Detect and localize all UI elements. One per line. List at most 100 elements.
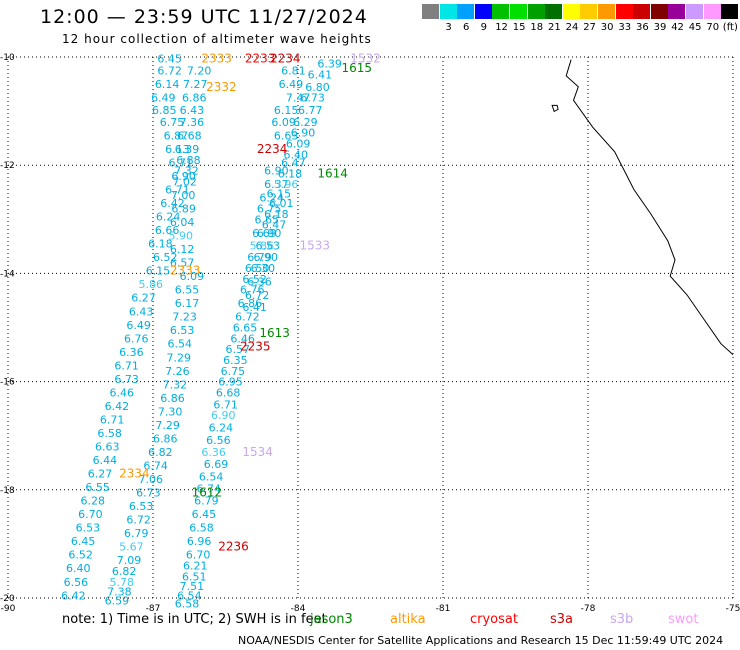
wave-height-value: 6.42 — [160, 197, 185, 210]
pass-time-label: 2333 — [201, 52, 232, 66]
wave-height-value: 7.47 — [286, 92, 311, 105]
wave-height-value: 6.46 — [230, 332, 255, 345]
scale-label: 21 — [548, 22, 561, 33]
wave-height-value: 6.13 — [165, 143, 190, 156]
wave-height-value: 6.36 — [247, 276, 272, 289]
scale-swatch — [668, 4, 686, 19]
wave-height-value: 6.73 — [136, 487, 161, 500]
wave-height-value: 6.42 — [61, 589, 86, 602]
wave-height-value: 6.68 — [177, 129, 202, 142]
wave-height-value: 6.75 — [257, 202, 282, 215]
map-subtitle: 12 hour collection of altimeter wave hei… — [62, 32, 372, 46]
wave-height-value: 6.12 — [170, 243, 195, 256]
scale-swatch — [615, 4, 633, 19]
wave-height-value: 6.49 — [279, 78, 304, 91]
scale-swatch — [527, 4, 545, 19]
wave-height-value: 7.32 — [174, 165, 199, 178]
wave-height-value: 6.58 — [97, 427, 122, 440]
wave-height-value: 6.53 — [76, 522, 101, 535]
wave-height-value: 7.20 — [187, 65, 212, 78]
wave-height-value: 6.24 — [259, 192, 284, 205]
pass-time-label: 2235 — [240, 339, 271, 353]
wave-height-value: 6.75 — [160, 116, 185, 129]
pass-time-label: 2233 — [245, 52, 276, 66]
wave-height-value: 6.96 — [187, 535, 212, 548]
scale-label: 9 — [480, 22, 487, 33]
wave-height-value: 6.28 — [81, 495, 106, 508]
wave-height-value: 6.15 — [267, 187, 292, 200]
mission-swot: swot — [668, 612, 699, 627]
wave-height-value: 6.76 — [240, 284, 265, 297]
scale-label: 3 — [445, 22, 452, 33]
wave-height-value: 6.71 — [165, 184, 190, 197]
wave-height-value: 7.26 — [165, 365, 190, 378]
wave-height-value: 6.72 — [245, 289, 269, 302]
wave-height-value: 6.21 — [183, 560, 208, 573]
wave-height-value: 6.43 — [180, 104, 205, 117]
wave-height-value: 6.63 — [95, 441, 120, 454]
wave-height-value: 6.59 — [105, 595, 129, 608]
wave-height-value: 6.42 — [105, 400, 129, 413]
wave-height-value: 6.24 — [156, 211, 181, 224]
wave-height-value: 6.14 — [155, 78, 180, 91]
legend-note: note: 1) Time is in UTC; 2) SWH is in fe… — [62, 612, 327, 627]
wave-height-value: 6.40 — [66, 562, 91, 575]
scale-unit: (ft) — [722, 22, 738, 33]
scale-swatch — [545, 4, 563, 19]
wave-height-value: 5.86 — [139, 278, 164, 291]
wave-height-value: 6.40 — [284, 148, 309, 161]
wave-height-value: 6.72 — [235, 311, 260, 324]
scale-label: 45 — [688, 22, 702, 33]
wave-height-value: 7.36 — [180, 116, 205, 129]
wave-height-value: 6.73 — [300, 92, 325, 105]
wave-height-value: 7.51 — [180, 580, 205, 593]
wave-height-value: 6.90 — [264, 165, 289, 178]
wave-height-value: 6.49 — [126, 319, 150, 332]
mission-jason3: jason3 — [310, 612, 353, 627]
wave-height-value: 6.86 — [182, 92, 207, 105]
wave-height-value: 7.02 — [172, 175, 197, 188]
scale-swatch — [510, 4, 527, 19]
wave-height-value: 6.37 — [264, 178, 289, 191]
wave-height-value: 6.27 — [131, 292, 156, 305]
wave-height-value: 6.54 — [177, 589, 202, 602]
wave-height-value: 6.75 — [221, 365, 246, 378]
wave-height-value: 6.54 — [199, 470, 224, 483]
scale-label: 70 — [706, 22, 720, 33]
wave-height-value: 6.39 — [317, 57, 342, 70]
wave-height-value: 6.50 — [245, 262, 269, 275]
wave-height-value: 6.17 — [175, 297, 200, 310]
wave-height-value: 6.66 — [155, 224, 180, 237]
lon-tick-label: -78 — [581, 604, 596, 614]
wave-height-value: 6.51 — [182, 570, 207, 583]
wave-height-value: 6.04 — [170, 216, 195, 229]
wave-height-value: 6.53 — [255, 239, 280, 252]
scale-swatch — [422, 4, 439, 19]
scale-label: 6 — [463, 22, 470, 33]
scale-swatch — [686, 4, 703, 19]
wave-height-value: 6.55 — [85, 481, 110, 494]
wave-height-value: 6.39 — [175, 143, 200, 156]
wave-height-value: 6.71 — [213, 398, 238, 411]
wave-height-value: 6.86 — [238, 297, 262, 310]
pass-time-label: 2234 — [257, 142, 288, 156]
wave-height-value: 6.47 — [262, 219, 287, 232]
lat-tick-label: -16 — [0, 378, 15, 388]
wave-height-value: 6.58 — [175, 597, 200, 610]
wave-height-value: 7.30 — [158, 405, 183, 418]
wave-height-value: 6.82 — [112, 565, 136, 578]
pass-time-label: 1614 — [317, 166, 348, 180]
wave-height-value: 6.87 — [164, 129, 189, 142]
scale-swatch — [580, 4, 598, 19]
scale-label: 36 — [636, 22, 649, 33]
scale-swatch — [650, 4, 668, 19]
wave-height-value: 7.00 — [171, 189, 196, 202]
wave-height-value: 5.67 — [119, 541, 143, 554]
wave-height-value: 6.27 — [88, 468, 113, 481]
mission-cryosat: cryosat — [470, 612, 518, 627]
scale-label: 27 — [583, 22, 596, 33]
wave-height-value: 6.65 — [233, 322, 258, 335]
wave-height-value: 6.90 — [211, 409, 236, 422]
wave-height-value: 6.55 — [175, 284, 200, 297]
mission-s3b: s3b — [610, 612, 634, 627]
